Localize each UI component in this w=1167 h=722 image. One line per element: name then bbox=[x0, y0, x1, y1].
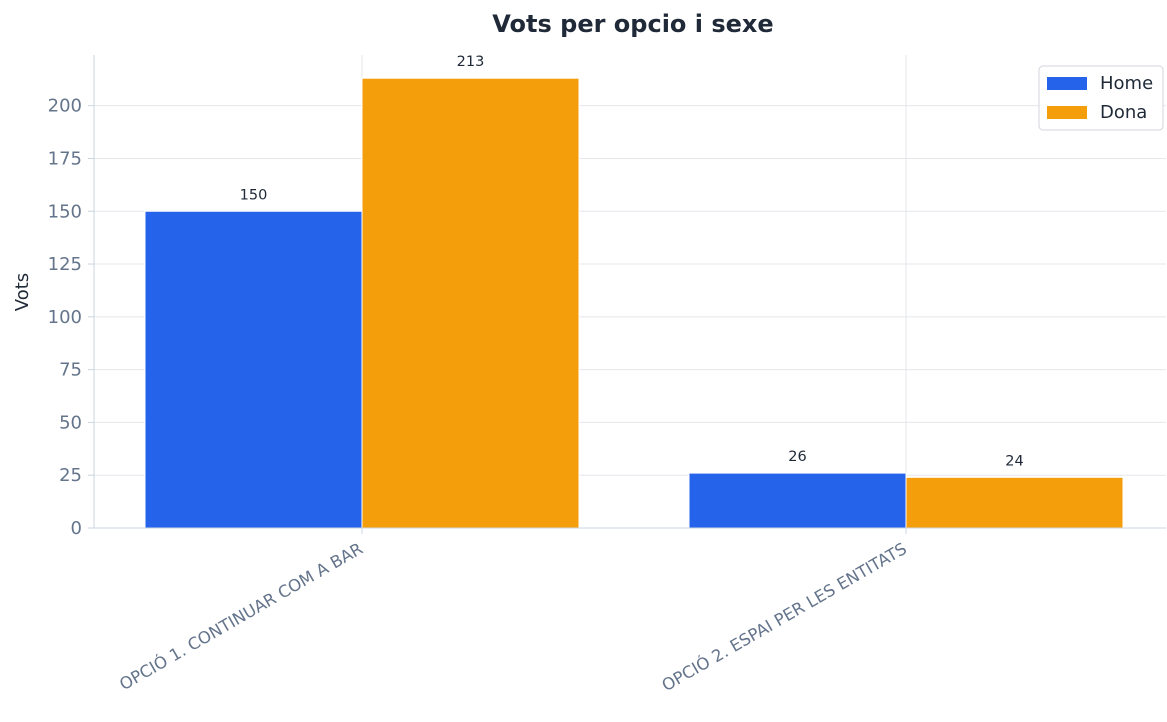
y-tick-label: 150 bbox=[48, 201, 82, 222]
y-tick-label: 125 bbox=[48, 254, 82, 275]
bar-dona-2 bbox=[905, 476, 1124, 529]
x-tick-label: OPCIÓ 1. CONTINUAR COM A BAR bbox=[116, 539, 366, 694]
bar-home-2 bbox=[688, 472, 907, 529]
legend: Home Dona bbox=[1038, 65, 1164, 131]
data-label: 150 bbox=[240, 187, 268, 203]
y-tick-label: 0 bbox=[71, 518, 82, 539]
y-tick-label: 100 bbox=[48, 307, 82, 328]
bar-home-1 bbox=[144, 210, 363, 529]
x-tick-label: OPCIÓ 2. ESPAI PER LES ENTITATS bbox=[659, 539, 910, 695]
y-tick-label: 75 bbox=[59, 360, 82, 381]
legend-label-home: Home bbox=[1100, 73, 1153, 94]
y-tick-label: 175 bbox=[48, 148, 82, 169]
y-tick-label: 200 bbox=[48, 96, 82, 117]
legend-swatch-home bbox=[1047, 77, 1087, 90]
legend-swatch-dona bbox=[1047, 106, 1087, 119]
data-label: 24 bbox=[1005, 453, 1023, 469]
data-label: 26 bbox=[788, 449, 806, 465]
legend-label-dona: Dona bbox=[1100, 102, 1147, 123]
data-label: 213 bbox=[457, 54, 485, 70]
data-labels: 150 26 213 24 bbox=[240, 54, 1024, 469]
y-tick-label: 25 bbox=[59, 465, 82, 486]
y-axis-label: Vots bbox=[12, 273, 33, 311]
y-tick-label: 50 bbox=[59, 412, 82, 433]
chart-title: Vots per opcio i sexe bbox=[492, 10, 773, 38]
bar-dona-1 bbox=[361, 77, 580, 529]
bars bbox=[144, 77, 1124, 529]
